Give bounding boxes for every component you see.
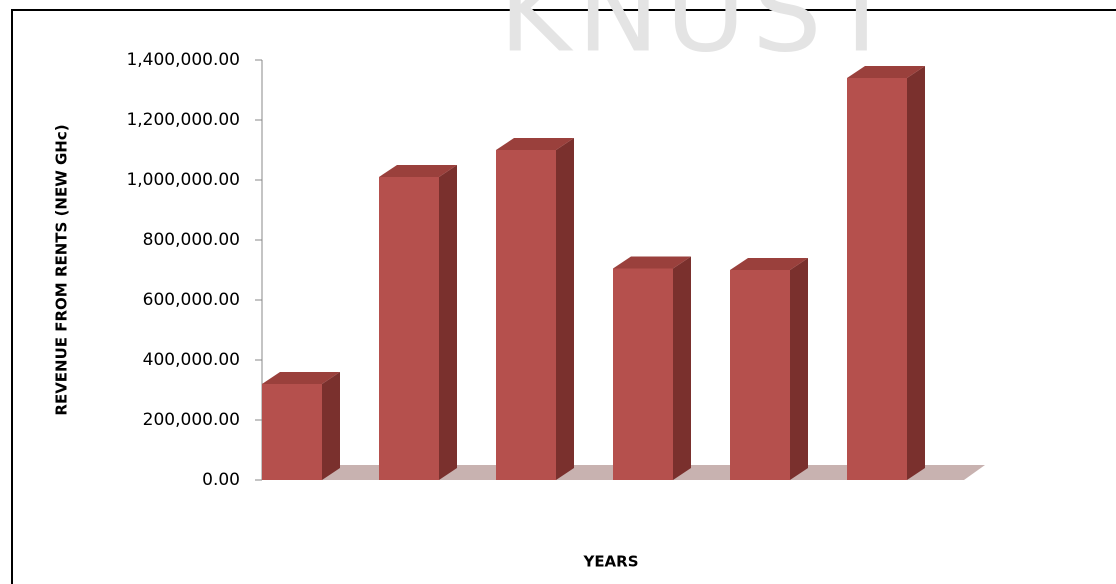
bar-top <box>730 258 808 270</box>
bar-side <box>439 165 457 480</box>
y-axis-title: REVENUE FROM RENTS (NEW GHc) <box>53 124 71 415</box>
y-tick-label: 0.00 <box>202 470 240 490</box>
bar-top <box>847 66 925 78</box>
bar <box>496 150 556 480</box>
bar-side <box>790 258 808 480</box>
y-tick-label: 200,000.00 <box>143 410 240 430</box>
bar-top <box>379 165 457 177</box>
bar-side <box>907 66 925 480</box>
y-tick-label: 400,000.00 <box>143 350 240 370</box>
watermark: KNUST <box>499 0 901 76</box>
bar-top <box>613 256 691 269</box>
y-tick-label: 600,000.00 <box>143 290 240 310</box>
bar <box>613 268 673 480</box>
y-tick-label: 1,200,000.00 <box>126 110 240 130</box>
y-tick-label: 1,000,000.00 <box>126 170 240 190</box>
bar-side <box>556 138 574 480</box>
bar <box>730 270 790 480</box>
y-tick-label: 1,400,000.00 <box>126 50 240 70</box>
bar <box>262 384 322 480</box>
bar <box>847 78 907 480</box>
bar <box>379 177 439 480</box>
x-axis-title: YEARS <box>582 553 638 571</box>
bar-top <box>496 138 574 150</box>
bar-top <box>262 372 340 384</box>
bar-side <box>673 256 691 480</box>
bar-side <box>322 372 340 480</box>
y-tick-label: 800,000.00 <box>143 230 240 250</box>
